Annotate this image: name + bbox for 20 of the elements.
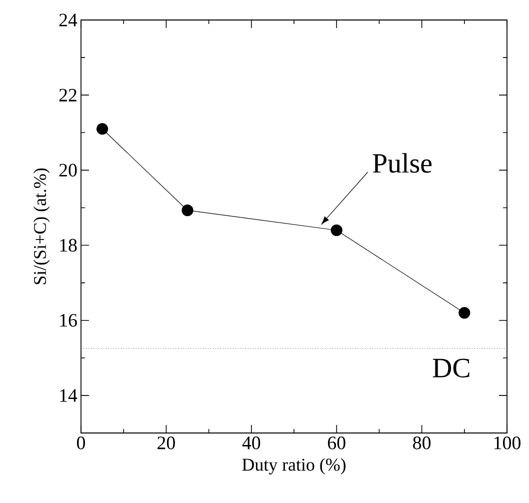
- y-tick-label: 18: [60, 238, 77, 252]
- ref-line-label: DC: [432, 358, 470, 378]
- point: [182, 204, 194, 216]
- y-tick-label: 14: [60, 389, 78, 402]
- x-tick-label: 40: [242, 436, 260, 450]
- y-tick-label: 16: [60, 314, 77, 327]
- point: [96, 123, 108, 135]
- y-axis-title: Si/(Si+C) (at.%): [33, 168, 50, 284]
- x-tick-label: 20: [158, 436, 175, 450]
- x-tick-label: 0: [76, 436, 85, 450]
- point: [458, 307, 470, 319]
- y-tick-label: 22: [59, 88, 76, 102]
- x-axis-title: Duty ratio (%): [242, 458, 346, 474]
- x-tick-label: 60: [328, 436, 346, 450]
- annotation: Pulse: [372, 153, 432, 173]
- point: [330, 224, 342, 236]
- y-tick-label: 20: [59, 164, 77, 177]
- x-tick-label: 80: [413, 436, 431, 450]
- x-tick-label: 100: [494, 436, 520, 450]
- y-tick-label: 24: [59, 14, 78, 26]
